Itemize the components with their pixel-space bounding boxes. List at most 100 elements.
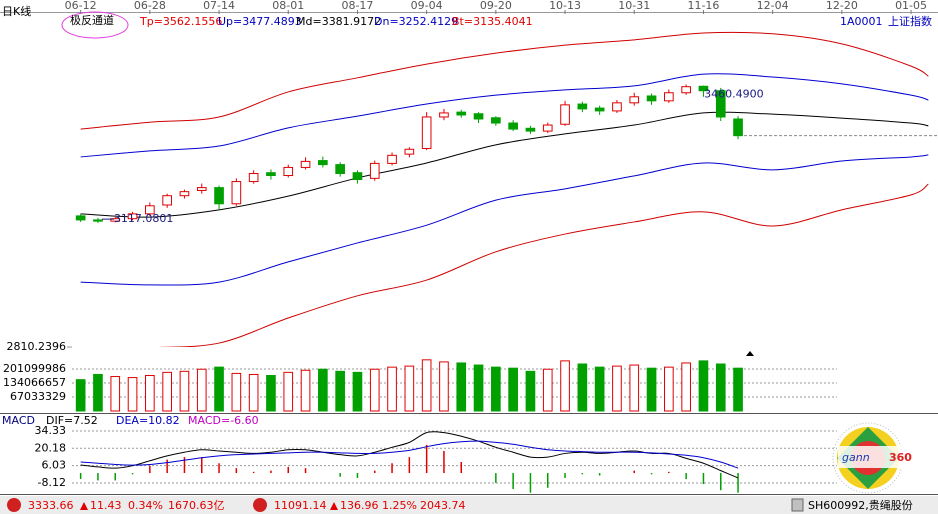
volume-bar xyxy=(715,363,726,412)
volume-bar xyxy=(145,374,155,412)
channel-line xyxy=(80,154,929,286)
candle-body xyxy=(439,112,449,118)
x-tick-label: 08-17 xyxy=(341,0,373,12)
candle-body xyxy=(196,187,207,191)
stock-icon[interactable] xyxy=(791,498,804,512)
logo: gann 360 xyxy=(832,422,926,494)
index2-value: 11091.14 xyxy=(274,499,327,512)
volume-bar xyxy=(439,361,449,412)
y-tick-label: -8.12 xyxy=(38,476,66,489)
candle-body xyxy=(335,164,345,174)
volume-bar xyxy=(283,371,294,412)
candle-body xyxy=(542,124,553,132)
volume-bar xyxy=(387,366,397,412)
candle-body xyxy=(646,95,657,102)
index-code: 1A0001 xyxy=(840,15,883,28)
volume-bar xyxy=(525,370,536,412)
volume-bar xyxy=(404,365,415,412)
period-label: 日K线 xyxy=(2,4,31,18)
param-up: Up=3477.4893 xyxy=(218,15,302,28)
index-icon[interactable] xyxy=(253,498,267,512)
candle-body xyxy=(594,107,605,112)
candle-body xyxy=(733,118,743,137)
volume-bar xyxy=(162,371,172,412)
y-tick-label: 2810.2396 xyxy=(7,340,67,353)
volume-bar xyxy=(542,368,553,412)
index1-pct: 0.34% xyxy=(128,499,163,512)
indicator-name[interactable]: 极反通道 xyxy=(70,13,114,27)
volume-bar xyxy=(231,372,242,412)
x-tick-label: 07-14 xyxy=(203,0,235,12)
candle-body xyxy=(300,160,311,168)
candle-body xyxy=(698,85,709,92)
stock-name[interactable]: SH600992,贵绳股份 xyxy=(808,498,913,512)
candle-body xyxy=(456,111,467,116)
channel-line xyxy=(80,111,929,218)
logo-plate xyxy=(838,446,926,468)
macd-label: MACD=-6.60 xyxy=(188,414,259,427)
volume-bar xyxy=(491,366,501,412)
volume-bar xyxy=(733,367,743,412)
up-arrow xyxy=(330,502,338,510)
index2-pct: 1.25% xyxy=(382,499,417,512)
index1-amount: 1670.63亿 xyxy=(168,499,225,512)
candle-body xyxy=(629,96,640,104)
index1-value: 3333.66 xyxy=(28,499,74,512)
dea-line xyxy=(80,440,739,469)
candle-body xyxy=(110,218,121,222)
status-bar xyxy=(0,496,938,514)
param-tp: Tp=3562.1556 xyxy=(139,15,222,28)
channel-line xyxy=(80,73,929,158)
param-bt: Bt=3135.4041 xyxy=(452,15,533,28)
volume-bar xyxy=(629,364,640,412)
candle-body xyxy=(283,166,294,177)
index2-amount: 2043.74 xyxy=(420,499,466,512)
logo-text: gann xyxy=(842,451,870,464)
index-name: 上证指数 xyxy=(888,14,932,28)
marker xyxy=(746,351,754,356)
index1-change: 11.43 xyxy=(90,499,122,512)
candle-body xyxy=(369,162,380,179)
y-tick-label: 6.03 xyxy=(42,459,67,472)
dea-label: DEA=10.82 xyxy=(116,414,180,427)
volume-bar xyxy=(196,368,207,412)
volume-bar xyxy=(248,373,259,412)
channel-line xyxy=(80,31,929,130)
x-tick-label: 06-28 xyxy=(134,0,166,12)
x-tick-label: 10-13 xyxy=(549,0,581,12)
candle-body xyxy=(508,122,518,130)
index-icon[interactable] xyxy=(7,498,21,512)
candle-body xyxy=(404,148,415,155)
candle-body xyxy=(127,213,138,220)
x-tick-label: 12-20 xyxy=(826,0,858,12)
candle-body xyxy=(145,205,155,215)
channel-line xyxy=(157,183,929,347)
candle-body xyxy=(214,187,224,205)
volume-bar xyxy=(560,360,570,412)
candle-body xyxy=(664,92,674,102)
candle-body xyxy=(162,195,172,206)
volume-bar xyxy=(75,379,86,412)
candle-body xyxy=(681,86,691,94)
price-plot xyxy=(75,31,929,347)
volume-bar xyxy=(110,376,121,412)
volume-bar xyxy=(127,377,138,412)
candle-body xyxy=(560,104,570,125)
volume-bar xyxy=(352,371,363,412)
high-annotation: 3460.4900 xyxy=(704,87,764,100)
macd-title: MACD xyxy=(2,414,35,427)
volume-bar xyxy=(681,362,691,412)
y-tick-label: 67033329 xyxy=(10,390,66,403)
candle-body xyxy=(525,127,536,132)
param-dn: Dn=3252.4129 xyxy=(374,15,458,28)
index2-change: 136.96 xyxy=(340,499,379,512)
volume-bar xyxy=(179,370,190,412)
volume-bar xyxy=(300,369,311,412)
indicator-circle xyxy=(61,11,129,39)
dif-line xyxy=(80,431,739,479)
x-tick-label: 06-12 xyxy=(65,0,97,12)
volume-bar xyxy=(508,367,518,412)
candle-body xyxy=(318,160,328,166)
